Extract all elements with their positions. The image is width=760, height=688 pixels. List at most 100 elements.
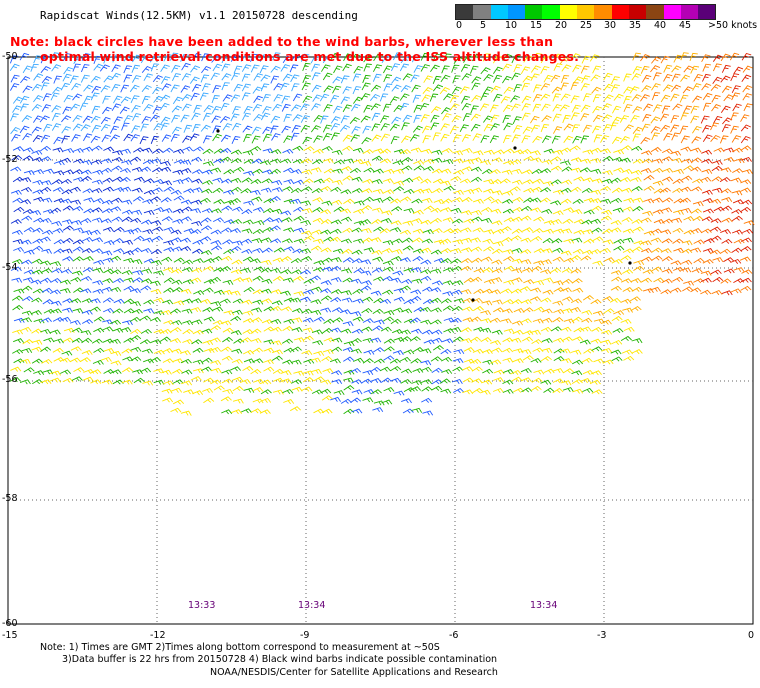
wind-barb [611,270,622,276]
wind-barb [452,134,462,143]
wind-barb [461,134,471,142]
wind-barb [213,385,225,391]
wind-barb [382,103,392,112]
wind-barb [372,207,383,213]
wind-barb [481,206,493,213]
wind-barb [402,73,413,81]
wind-barb [342,104,353,113]
wind-barb [160,197,172,203]
wind-barb [421,386,433,392]
wind-barb [572,388,584,394]
wind-barb [21,259,33,265]
wind-barb [162,348,174,354]
wind-barb [470,166,482,172]
wind-barb [232,206,244,212]
wind-barb [291,386,303,392]
wind-barb [463,188,475,194]
wind-barb [540,83,551,91]
wind-barb [253,73,263,81]
wind-barb [573,229,585,235]
wind-barb [221,55,231,64]
wind-barb [420,247,432,253]
wind-barb [742,228,754,234]
wind-barb [260,259,272,265]
wind-barb [280,82,290,91]
wind-barb [190,307,202,313]
wind-barb [520,318,532,324]
wind-barb [270,125,279,134]
wind-barb [112,379,124,385]
wind-barb [610,84,620,93]
wind-barb [632,106,643,114]
wind-barb [312,94,323,102]
wind-barb [22,132,33,141]
wind-barb [730,288,742,294]
wind-barb [409,386,422,392]
wind-barb [372,73,382,82]
wind-barb [9,55,19,64]
wind-barb [90,379,102,385]
wind-barb [383,74,392,83]
wind-barb [582,124,592,133]
wind-barb [42,299,54,305]
wind-barb [12,146,24,152]
wind-barb [301,169,313,175]
wind-barb [622,307,633,313]
wind-barb [343,158,355,164]
wind-barb [230,158,242,164]
wind-barb [552,256,564,262]
wind-barb [131,308,143,314]
wind-barb [71,134,81,142]
colorbar [455,4,717,20]
wind-barb [421,94,431,102]
wind-barb [243,158,255,164]
wind-barb [593,134,602,143]
footer-note-2: 3)Data buffer is 22 hrs from 20150728 4)… [62,654,498,665]
wind-barb [581,75,591,84]
wind-barb [72,147,84,153]
wind-barb [632,158,644,164]
wind-barb [393,186,405,192]
wind-barb [502,337,514,343]
wind-barb [559,56,570,65]
wind-barb [80,169,92,175]
wind-barb [302,370,314,376]
wind-barb [731,85,741,94]
wind-barb [380,158,392,164]
wind-barb [462,306,474,312]
wind-barb [330,257,342,263]
wind-barb [50,277,62,284]
wind-barb [572,287,584,293]
wind-barb [390,318,402,325]
wind-barb [483,188,495,194]
wind-barb [311,72,321,81]
wind-barb [343,198,355,204]
wind-barb [320,280,332,286]
wind-barb [513,307,525,313]
wind-barb [651,266,663,272]
wind-barb [72,93,83,101]
wind-barb [151,259,162,265]
wind-barb [53,170,65,176]
wind-barb [679,94,689,103]
wind-barb [492,241,504,247]
wind-barb [131,209,143,215]
wind-barb [293,215,305,221]
wind-barb [50,377,62,383]
wind-barb [300,158,312,164]
wind-barb [740,277,752,283]
wind-barb [283,246,295,252]
wind-barb [712,276,724,283]
wind-barb [422,125,432,134]
wind-barb [22,339,34,345]
wind-barb [22,147,34,153]
wind-barb [192,368,204,374]
wind-barb [592,94,602,103]
wind-barb [423,205,435,211]
wind-barb [242,256,254,262]
wind-barb [31,149,43,155]
wind-barb [432,132,441,141]
wind-barb [31,358,43,364]
wind-barb [161,134,172,142]
wind-barb [82,267,94,273]
